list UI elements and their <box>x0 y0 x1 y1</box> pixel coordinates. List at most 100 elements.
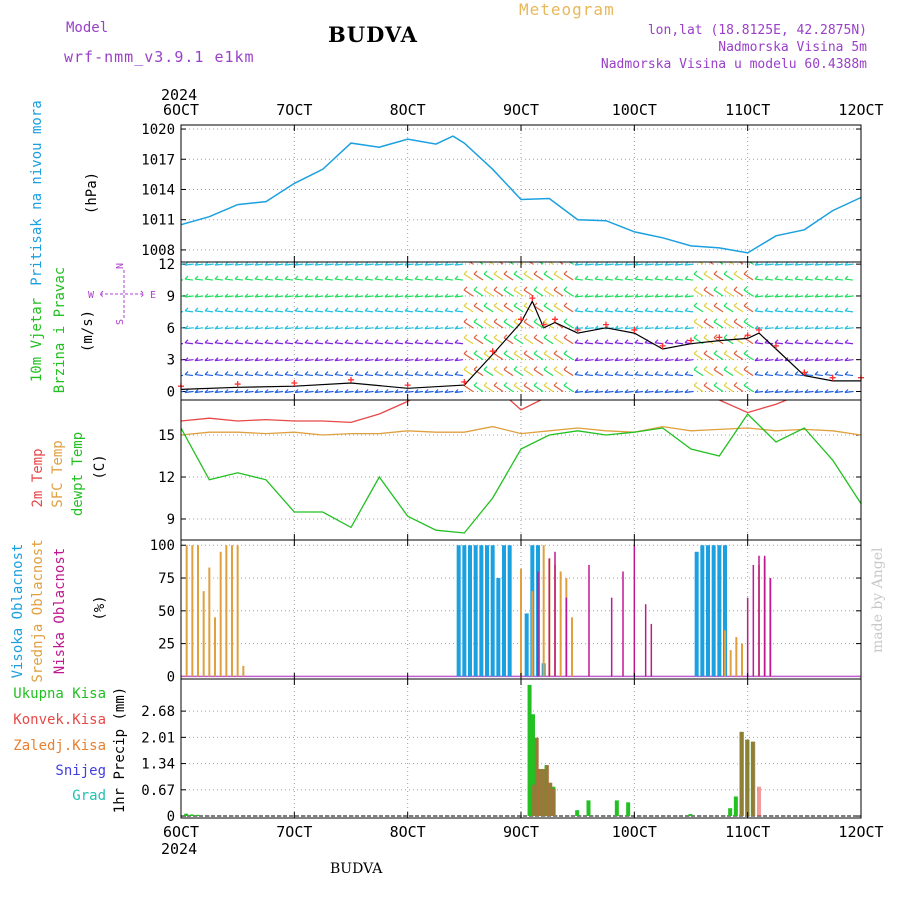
wind-barb-flag <box>703 270 708 275</box>
wind-barb <box>513 337 524 345</box>
wind-barb-flag <box>414 357 419 362</box>
wind-barb <box>604 373 614 377</box>
wind-barb-flag <box>804 357 809 362</box>
wind-barb <box>568 262 574 265</box>
wind-barb <box>274 278 284 281</box>
total-precip-bar <box>614 800 619 817</box>
wind-barb-flag <box>574 339 579 344</box>
wind-barb <box>723 273 734 281</box>
wind-barb <box>444 295 454 298</box>
wind-barb-flag <box>384 339 389 344</box>
wind-barb <box>784 342 794 345</box>
wind-barb-flag <box>424 339 429 344</box>
wind-barb-flag <box>824 389 829 393</box>
total-precip-bar <box>184 813 189 817</box>
wind-barb-flag <box>553 302 558 307</box>
wind-barb <box>454 295 464 298</box>
wind-barb-flag <box>743 286 748 291</box>
wind-barb-flag <box>175 390 178 393</box>
wind-barb-flag <box>834 325 839 330</box>
mid-cloud-bar <box>214 617 216 677</box>
wind-barb <box>523 273 534 281</box>
wind-barb <box>774 310 784 313</box>
wind-barb <box>718 262 724 265</box>
wind-barb <box>444 359 454 362</box>
wind-barb <box>498 262 504 265</box>
wind-barb <box>304 310 314 313</box>
wind-barb <box>723 369 734 377</box>
wind-barb <box>404 327 414 330</box>
wind-barb-flag <box>814 371 819 376</box>
wind-barb <box>214 359 224 362</box>
wind-barb <box>693 273 704 281</box>
wind-barb <box>634 342 644 345</box>
wind-barb <box>503 337 514 345</box>
wind-barb-flag <box>543 270 548 275</box>
wind-barb-flag <box>523 302 528 307</box>
wind-barb <box>804 278 814 281</box>
wind-barb-flag <box>204 339 209 344</box>
wind-barb-flag <box>473 366 478 371</box>
wind-barb <box>723 337 734 345</box>
wind-barb-flag <box>794 371 799 376</box>
wind-barb-flag <box>384 293 389 298</box>
wind-barb-flag <box>713 334 718 339</box>
wind-barb-flag <box>384 371 389 376</box>
wind-barb <box>224 373 234 377</box>
wind-barb-flag <box>493 302 498 307</box>
gust-marker <box>716 334 723 341</box>
high-cloud-bar <box>468 545 472 677</box>
wind-barb <box>804 342 814 345</box>
wind-barb <box>454 263 464 266</box>
wind-barb-flag <box>523 286 528 291</box>
mid-cloud-bar <box>242 665 245 677</box>
wind-barb <box>473 321 484 329</box>
wind-barb <box>824 327 834 330</box>
wind-barb-flag <box>584 293 589 298</box>
wind-barb <box>284 295 294 298</box>
wind-barb-flag <box>784 325 789 330</box>
wind-barb-flag <box>743 366 748 371</box>
conv-precip-bar <box>534 737 539 817</box>
wind-barb <box>743 385 754 393</box>
wind-barb-flag <box>214 389 219 393</box>
wind-barb <box>354 327 364 330</box>
wind-barb-flag <box>684 339 689 344</box>
wind-barb-flag <box>703 334 708 339</box>
wind-barb <box>294 295 304 298</box>
wind-barb-flag <box>634 262 639 266</box>
wind-barb-flag <box>354 325 359 330</box>
wind-barb <box>513 369 524 377</box>
wind-barb-flag <box>424 371 429 376</box>
x-tick-label-bottom: 12OCT <box>838 823 883 841</box>
wind-barb <box>234 278 244 281</box>
mid-cloud-bar <box>208 567 211 677</box>
year-label-bottom: 2024 <box>161 840 197 858</box>
gust-marker <box>552 316 558 323</box>
wind-barb-flag <box>274 389 279 393</box>
wind-barb <box>733 337 744 345</box>
wind-barb <box>844 295 854 298</box>
wind-barb-flag <box>394 389 399 393</box>
wind-barb-flag <box>404 293 409 298</box>
wind-barb-flag <box>814 325 819 330</box>
y-tick-label: 2.68 <box>141 704 175 720</box>
wind-barb-flag <box>804 389 809 393</box>
wind-barb-flag <box>404 389 409 393</box>
wind-barb-flag <box>553 382 558 386</box>
wind-barb-flag <box>354 307 359 312</box>
wind-barb-flag <box>774 371 779 376</box>
wind-barb-flag <box>774 293 779 298</box>
wind-barb <box>594 359 604 362</box>
wind-barb <box>493 353 504 361</box>
wind-barb <box>654 310 664 313</box>
wind-barb-flag <box>314 293 319 298</box>
wind-barb <box>553 353 564 361</box>
wind-barb-flag <box>394 293 399 298</box>
wind-barb-flag <box>434 307 439 312</box>
wind-barb-flag <box>834 275 839 280</box>
wind-barb <box>181 263 184 265</box>
wind-barb-flag <box>724 255 727 258</box>
wind-barb-flag <box>493 366 498 371</box>
wind-barb-flag <box>175 308 178 311</box>
